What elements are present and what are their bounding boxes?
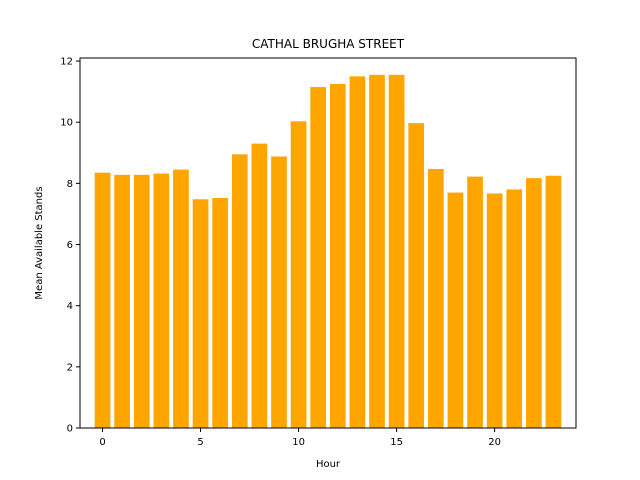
bar-hour-21 xyxy=(506,189,523,428)
bar-hour-16 xyxy=(408,123,425,428)
y-tick-label: 10 xyxy=(60,118,73,129)
bar-hour-17 xyxy=(427,169,444,428)
plot-frame xyxy=(79,57,577,429)
bar-hour-13 xyxy=(349,76,366,428)
bar-hour-15 xyxy=(388,74,405,429)
y-tick-label: 4 xyxy=(67,301,73,312)
bar-hour-4 xyxy=(173,169,189,428)
bar-hour-5 xyxy=(192,199,209,428)
y-tick-label: 8 xyxy=(67,179,73,190)
y-tick-label: 6 xyxy=(67,240,73,251)
x-tick-label: 20 xyxy=(488,437,501,448)
y-tick-label: 0 xyxy=(67,424,73,435)
y-axis-ticks: 0 2 4 6 8 10 12 xyxy=(60,57,80,435)
bar-hour-7 xyxy=(231,154,248,428)
bar-hour-18 xyxy=(447,192,464,428)
y-tick-label: 12 xyxy=(60,57,73,68)
bar-hour-3 xyxy=(153,173,170,428)
x-tick-label: 10 xyxy=(292,437,305,448)
bar-hour-22 xyxy=(526,178,542,428)
bar-hour-19 xyxy=(467,176,483,428)
y-axis-label: Mean Available Stands xyxy=(34,186,45,299)
bar-hour-23 xyxy=(545,175,562,428)
bar-hour-14 xyxy=(369,74,385,429)
bar-hour-2 xyxy=(133,174,150,428)
bar-hour-9 xyxy=(271,156,287,428)
bars-group xyxy=(94,74,562,429)
x-tick-label: 5 xyxy=(197,437,203,448)
bar-hour-20 xyxy=(486,193,503,428)
x-axis-ticks: 0 5 10 15 20 xyxy=(99,428,501,448)
bar-hour-11 xyxy=(310,87,327,428)
bar-hour-12 xyxy=(329,83,346,429)
bar-hour-8 xyxy=(251,143,268,429)
bar-hour-10 xyxy=(290,121,307,429)
y-tick-label: 2 xyxy=(67,362,73,373)
bar-hour-0 xyxy=(94,172,111,428)
bar-hour-1 xyxy=(114,174,130,428)
x-tick-label: 0 xyxy=(99,437,105,448)
chart-title: CATHAL BRUGHA STREET xyxy=(252,37,405,51)
x-tick-label: 15 xyxy=(390,437,403,448)
x-axis-label: Hour xyxy=(316,459,341,470)
bar-hour-6 xyxy=(212,198,229,428)
